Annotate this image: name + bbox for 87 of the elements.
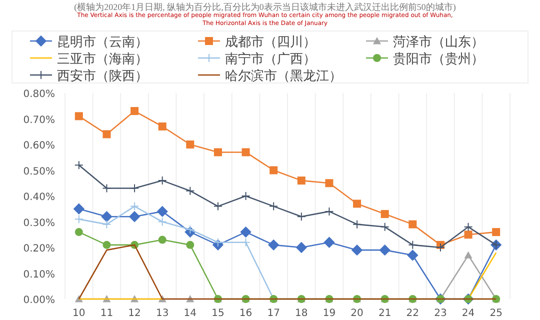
point [240,226,252,238]
point [269,202,278,211]
point [408,240,418,250]
point [324,206,334,216]
point [436,243,445,252]
y-tick-label: 0.10% [23,269,55,280]
point [464,222,473,232]
legend-label: 三亚市（海南） [57,52,148,67]
point [408,220,417,228]
x-tick-label: 20 [350,308,364,319]
point [352,220,362,229]
legend-label: 菏泽市（山东） [393,35,484,50]
point [101,211,112,222]
point [130,184,140,193]
point [492,228,500,236]
point [74,112,83,120]
point [380,210,389,218]
point [242,148,250,156]
point [297,176,306,185]
chart-subtitle: (横轴为2020年1月日期, 纵轴为百分比,百分比为0表示当日该城市未进入武汉迁出比例前50的城市) [74,2,456,12]
point [380,222,390,232]
point [407,250,418,261]
point [102,240,111,249]
point [158,176,167,186]
point [351,244,363,256]
legend-label: 成都市（四川） [225,35,316,50]
point [186,224,195,234]
legend-label: 西安市（陕西） [57,68,148,84]
x-tick-label: 24 [462,308,475,319]
point [158,236,166,244]
point [158,217,167,226]
y-tick-label: 0.80% [23,89,55,100]
point [464,230,472,239]
point [128,211,140,222]
y-tick-label: 0.60% [23,140,55,152]
point [130,107,139,116]
x-tick-label: 14 [184,308,197,319]
x-tick-label: 11 [100,308,114,319]
point [325,179,334,188]
y-tick-label: 0.30% [23,218,55,229]
point [324,236,335,248]
point [73,203,85,214]
point [241,238,250,247]
x-tick-label: 22 [406,308,420,319]
point [213,202,222,211]
x-tick-label: 17 [267,308,280,319]
point [214,148,222,156]
point [74,228,83,236]
point [74,214,84,224]
x-tick-label: 21 [378,308,392,319]
y-tick-label: 0.50% [23,166,55,178]
x-tick-label: 15 [212,308,224,319]
x-tick-label: 23 [434,308,447,319]
y-tick-label: 0.00% [23,295,55,306]
x-tick-label: 12 [128,308,141,319]
point [241,192,250,200]
x-tick-label: 25 [490,308,502,319]
point [102,220,112,229]
legend-label: 昆明市（云南） [57,35,148,50]
point [464,251,472,258]
point [296,212,306,222]
point [102,184,112,193]
point [186,240,194,249]
x-tick-label: 19 [322,308,336,319]
legend-label: 贵阳市（贵州） [393,52,484,67]
y-tick-label: 0.20% [23,244,55,254]
point [130,202,140,211]
point [186,186,195,196]
x-tick-label: 16 [239,308,252,319]
point [213,238,222,247]
point [270,166,278,174]
point [156,206,168,218]
point [296,242,308,254]
x-tick-label: 10 [72,308,86,319]
x-tick-label: 13 [156,308,169,319]
point [158,122,166,130]
point [74,160,84,170]
point [379,244,390,256]
point [102,130,111,138]
y-tick-label: 0.40% [23,192,55,203]
y-tick-label: 0.70% [23,114,55,126]
legend-label: 南宁市（广西） [225,51,316,67]
legend-label: 哈尔滨市（黑龙江） [225,68,342,84]
point [186,140,194,148]
point [353,200,362,208]
point [268,239,280,251]
x-tick-label: 18 [295,308,308,319]
